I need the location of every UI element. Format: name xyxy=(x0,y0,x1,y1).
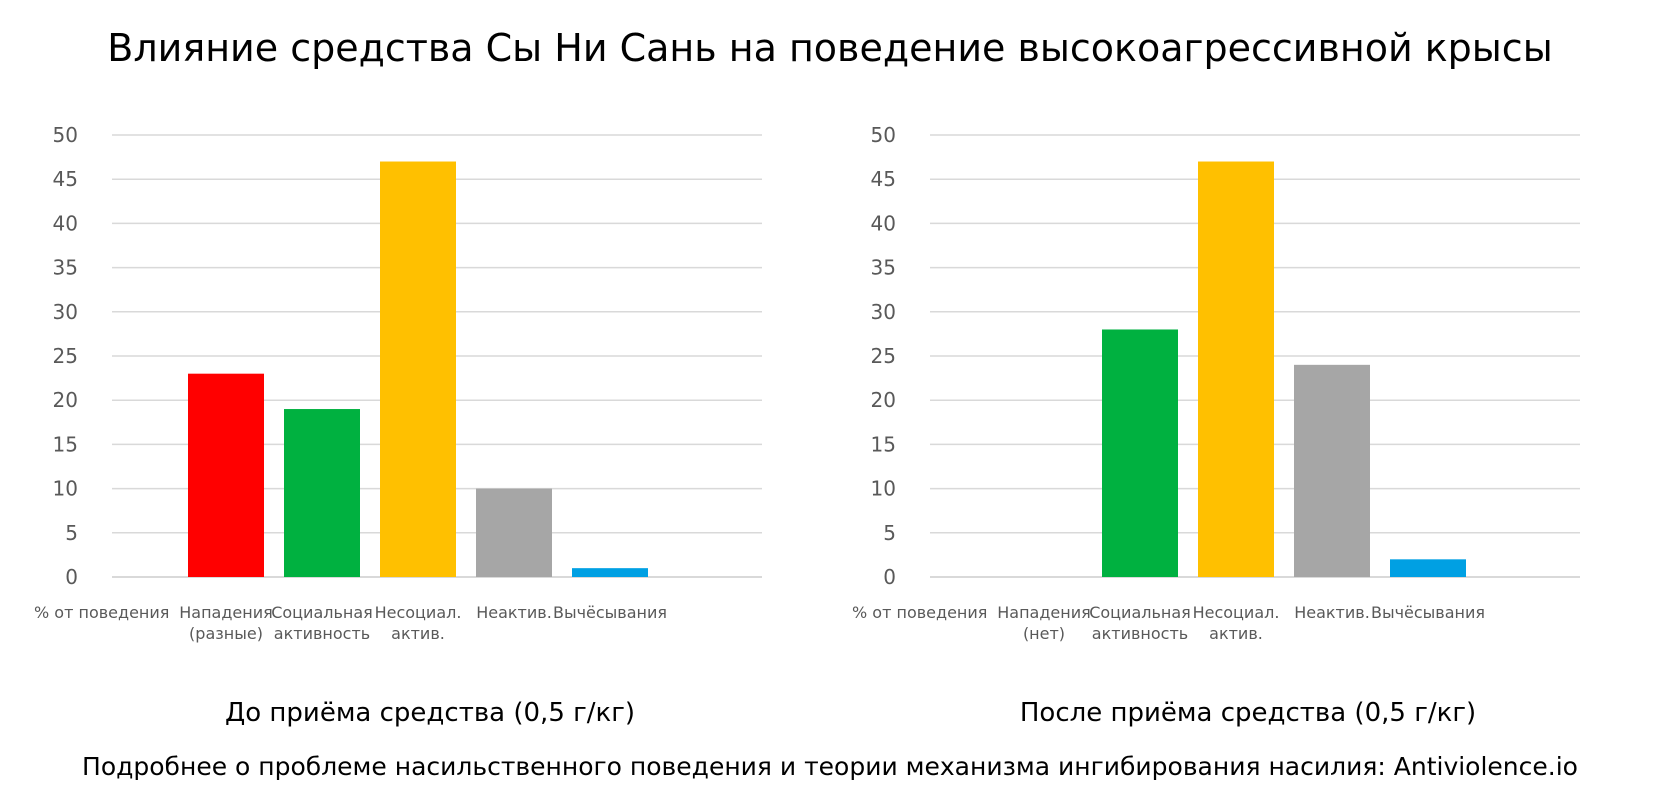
x-tick-label: Нападения xyxy=(179,603,273,622)
x-tick-label: Неактив. xyxy=(476,603,552,622)
y-tick-label: 10 xyxy=(53,477,78,501)
bar xyxy=(1390,559,1466,577)
y-tick-label: 15 xyxy=(871,432,896,456)
x-tick-label: Неактив. xyxy=(1294,603,1370,622)
y-tick-label: 15 xyxy=(53,432,78,456)
bar xyxy=(380,161,456,577)
x-tick-label: актив. xyxy=(1209,624,1263,643)
y-tick-label: 0 xyxy=(65,565,78,589)
chart-after: 0 5 10 15 20 25 30 35 40 45 50 % от поведения Нападе… xyxy=(848,115,1648,755)
y-tick-label: 10 xyxy=(871,477,896,501)
chart-before-caption: До приёма средства (0,5 г/кг) xyxy=(224,698,636,728)
bar xyxy=(572,568,648,577)
chart-before-svg: 0 5 10 15 20 25 30 35 40 45 50 % от поведения Нападе… xyxy=(34,123,762,643)
bar xyxy=(1102,329,1178,577)
bar xyxy=(476,488,552,577)
x-tick-label: (разные) xyxy=(189,624,263,643)
y-axis-label: % от поведения xyxy=(34,603,169,622)
x-tick-label: Социальная xyxy=(271,603,373,622)
x-tick-label: Нападения xyxy=(997,603,1091,622)
x-tick-label: Социальная xyxy=(1089,603,1191,622)
y-tick-label: 50 xyxy=(53,123,78,147)
x-tick-label: Вычёсывания xyxy=(1371,603,1485,622)
y-tick-label: 40 xyxy=(53,211,78,235)
chart-before: 0 5 10 15 20 25 30 35 40 45 50 % от поведения Нападе… xyxy=(30,115,830,755)
bar xyxy=(284,409,360,577)
x-tick-label: Вычёсывания xyxy=(553,603,667,622)
y-tick-label: 25 xyxy=(871,344,896,368)
y-tick-label: 50 xyxy=(871,123,896,147)
x-tick-label: актив. xyxy=(391,624,445,643)
bar xyxy=(1294,364,1370,577)
y-tick-label: 30 xyxy=(871,300,896,324)
y-tick-label: 5 xyxy=(65,521,78,545)
chart-after-svg: 0 5 10 15 20 25 30 35 40 45 50 % от поведения Нападе… xyxy=(852,123,1580,643)
y-tick-label: 40 xyxy=(871,211,896,235)
chart-after-caption: После приёма средства (0,5 г/кг) xyxy=(1019,698,1477,728)
y-tick-label: 20 xyxy=(871,388,896,412)
bar xyxy=(1198,161,1274,577)
y-tick-label: 5 xyxy=(883,521,896,545)
y-tick-label: 20 xyxy=(53,388,78,412)
y-tick-label: 25 xyxy=(53,344,78,368)
y-axis-label: % от поведения xyxy=(852,603,987,622)
y-tick-label: 35 xyxy=(53,256,78,280)
x-tick-label: Несоциал. xyxy=(375,603,462,622)
y-tick-label: 0 xyxy=(883,565,896,589)
y-tick-label: 45 xyxy=(871,167,896,191)
x-tick-label: (нет) xyxy=(1023,624,1065,643)
page-title: Влияние средства Сы Ни Сань на поведение… xyxy=(107,26,1553,70)
y-tick-label: 30 xyxy=(53,300,78,324)
x-tick-label: активность xyxy=(1092,624,1188,643)
bar xyxy=(188,373,264,577)
x-tick-label: Несоциал. xyxy=(1193,603,1280,622)
x-tick-label: активность xyxy=(274,624,370,643)
footer-note: Подробнее о проблеме насильственного пов… xyxy=(82,752,1578,781)
y-tick-label: 45 xyxy=(53,167,78,191)
y-tick-label: 35 xyxy=(871,256,896,280)
